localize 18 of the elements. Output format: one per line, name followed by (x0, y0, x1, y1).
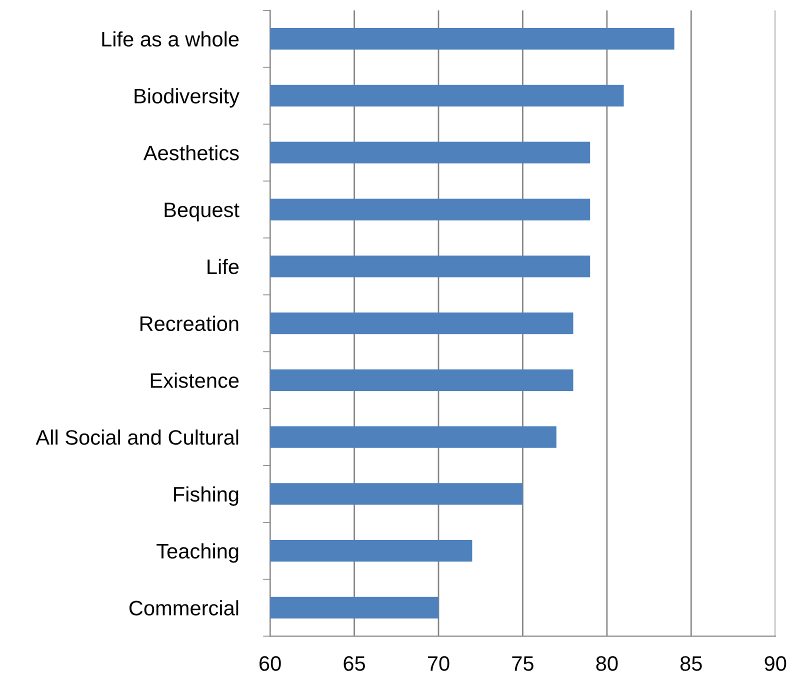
y-tick-label: Recreation (140, 316, 238, 332)
y-tick-label: Commercial (129, 600, 238, 616)
x-tick-label: 75 (512, 656, 534, 671)
y-tick-label: Bequest (164, 202, 240, 222)
x-tick-label: 70 (428, 656, 450, 671)
x-tick-label: 65 (344, 656, 365, 671)
y-tick-label: Teaching (156, 543, 238, 563)
y-tick-label: Fishing (174, 486, 238, 506)
y-tick-label: Life (208, 258, 239, 274)
x-tick-label: 85 (680, 656, 702, 671)
x-tick-label: 90 (764, 656, 786, 671)
y-tick-label: Aesthetics (143, 145, 239, 160)
x-tick-label: 60 (260, 656, 281, 671)
y-tick-label: Biodiversity (134, 88, 240, 108)
x-tick-label: 80 (596, 656, 618, 671)
y-tick-label: Life as a whole (102, 31, 239, 47)
y-tick-label: All Social and Cultural (36, 430, 238, 445)
y-tick-label: Existence (150, 372, 239, 388)
